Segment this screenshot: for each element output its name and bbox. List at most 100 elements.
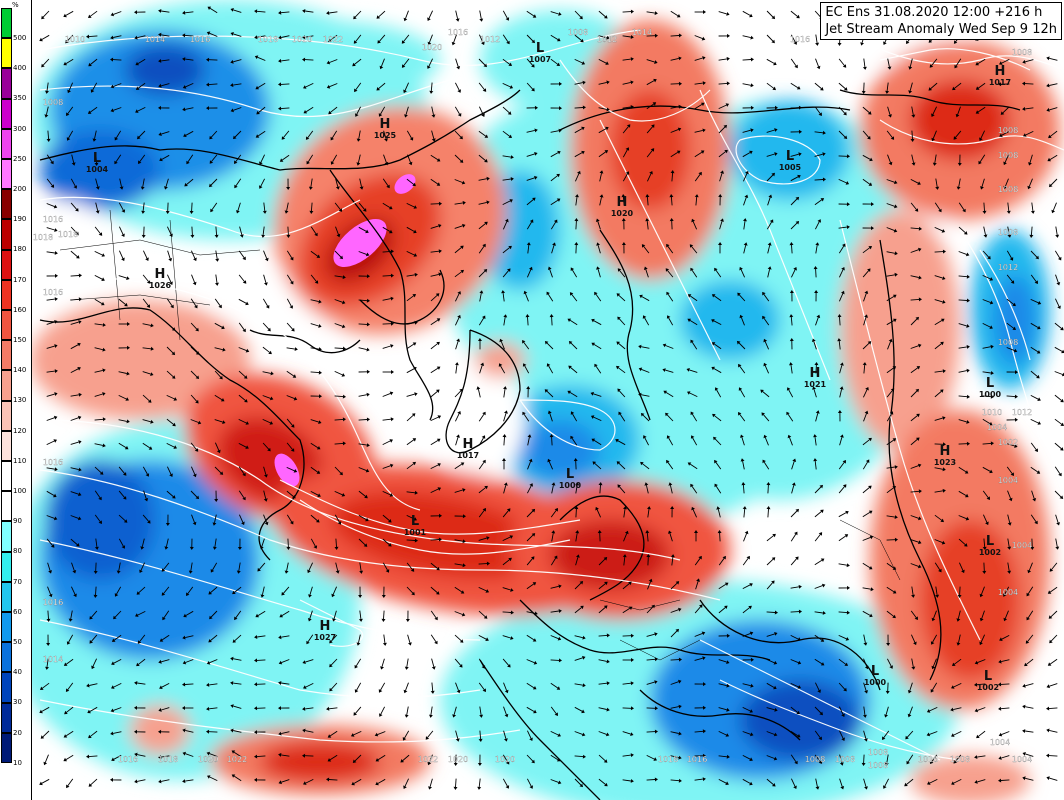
- legend-swatch: [1, 219, 12, 250]
- isobar-label: 1012: [998, 263, 1018, 272]
- legend-tick: 30: [13, 698, 22, 707]
- legend-tick: 100: [13, 487, 27, 495]
- legend-swatch: [1, 400, 12, 431]
- legend-swatch: [1, 491, 12, 522]
- pressure-center-symbol: H: [155, 267, 166, 282]
- legend-tick: 200: [13, 185, 27, 193]
- isobar-label: 1010: [65, 35, 85, 44]
- isobar-label: 1004: [998, 588, 1018, 597]
- pressure-center-symbol: H: [463, 437, 474, 452]
- isobar-label: 1016: [448, 28, 468, 37]
- wind-arrows: [39, 6, 1064, 790]
- legend-swatch: [1, 38, 12, 69]
- pressure-center-value: 1002: [977, 683, 999, 692]
- legend-swatch: [1, 370, 12, 401]
- legend-swatch: [1, 732, 12, 763]
- pressure-center-symbol: H: [380, 117, 391, 132]
- pressure-center-value: 1000: [864, 678, 887, 687]
- coastlines: [39, 89, 1021, 800]
- isobar-label: 1012: [1012, 408, 1032, 417]
- pressure-center-symbol: H: [995, 64, 1006, 79]
- pressure-center-symbol: H: [940, 444, 951, 459]
- isobar-label: 1008: [868, 761, 888, 770]
- legend-swatch: [1, 612, 12, 643]
- pressure-center-symbol: L: [986, 534, 994, 549]
- legend-swatch: [1, 642, 12, 673]
- legend-swatch: [1, 159, 12, 190]
- isobar-label: 1018: [33, 233, 53, 242]
- isobar-label: 1008: [868, 748, 888, 757]
- isobar-label: 1012: [480, 35, 500, 44]
- isobar-label: 1016: [190, 35, 210, 44]
- isobar-label: 1004: [1012, 541, 1032, 550]
- legend-swatch: [1, 310, 12, 341]
- isobar-label: 1004: [990, 738, 1010, 747]
- pressure-center-value: 1007: [529, 55, 551, 64]
- map-title-box: EC Ens 31.08.2020 12:00 +216 h Jet Strea…: [820, 2, 1062, 40]
- isobar-label: 1016: [43, 288, 63, 297]
- isobar-label: 1008: [998, 338, 1018, 347]
- pressure-center-value: 1017: [457, 451, 479, 460]
- pressure-center-symbol: L: [786, 149, 794, 164]
- isobar-label: 1016: [43, 598, 63, 607]
- isobar-label: 1008: [998, 228, 1018, 237]
- legend-swatch: [1, 551, 12, 582]
- legend-tick: 160: [13, 305, 27, 314]
- isobar-labels: 1010 1014 1016 1018 1020 1022 1020 1016 1012 1008…: [33, 28, 1033, 770]
- pressure-center-value: 1017: [989, 78, 1011, 87]
- pressure-center-symbol: L: [536, 41, 544, 56]
- pressure-center-value: 1001: [404, 528, 427, 537]
- pressure-center-value: 1005: [779, 163, 802, 172]
- isobar-label: 1016: [43, 215, 63, 224]
- legend-unit: %: [12, 1, 19, 9]
- legend-swatch: [1, 521, 12, 552]
- isobar-label: 1008: [805, 755, 825, 764]
- map-title-line1: EC Ens 31.08.2020 12:00 +216 h: [825, 5, 1043, 20]
- legend-swatch: [1, 279, 12, 310]
- isobar-label: 1020: [495, 755, 515, 764]
- isobar-label: 1016: [687, 755, 707, 764]
- pressure-center-value: 1000: [979, 390, 1002, 399]
- legend-tick: 90: [13, 517, 22, 526]
- legend-tick: 300: [13, 124, 27, 133]
- pressure-center-symbol: L: [871, 664, 879, 679]
- legend-tick: 350: [13, 94, 27, 103]
- jet-stream-anomaly-map: H1025L1004H1026H1020L1005H1021H1017L1000…: [32, 0, 1064, 800]
- legend-swatch: [1, 430, 12, 461]
- borders: [59, 209, 901, 661]
- legend-tick: 400: [13, 64, 27, 73]
- pressure-center-symbol: L: [411, 514, 419, 529]
- legend-tick: 150: [13, 336, 27, 344]
- pressure-center-value: 1025: [374, 131, 397, 140]
- isobar-label: 1008: [1012, 48, 1032, 57]
- isobar-label: 1016: [790, 35, 810, 44]
- isobar-label: 1018: [58, 230, 78, 239]
- pressure-center-symbol: H: [320, 619, 331, 634]
- isobar-label: 1018: [258, 35, 278, 44]
- isobar-label: 1008: [835, 755, 855, 764]
- legend-swatch: [1, 672, 12, 703]
- legend-tick: 20: [13, 728, 22, 737]
- legend-tick: 50: [13, 638, 22, 646]
- isobar-label: 1010: [982, 408, 1002, 417]
- pressure-center-value: 1002: [979, 548, 1001, 557]
- isobar-label: 1008: [950, 755, 970, 764]
- isobar-label: 1020: [448, 755, 468, 764]
- legend-tick: 60: [13, 607, 22, 616]
- isobar-label: 1020: [292, 35, 312, 44]
- pressure-center-value: 1020: [611, 209, 634, 218]
- isobar-label: 1016: [43, 458, 63, 467]
- anomaly-shading: [32, 0, 1060, 800]
- isobar-label: 1002: [998, 438, 1018, 447]
- isobar-label: 1022: [418, 755, 438, 764]
- isobar-label: 1008: [998, 151, 1018, 160]
- legend-tick: 120: [13, 426, 27, 435]
- pressure-center-value: 1004: [86, 165, 109, 174]
- pressure-center-value: 1000: [559, 481, 582, 490]
- legend-tick: 40: [13, 668, 22, 677]
- legend-swatch: [1, 702, 12, 733]
- isobar-label: 1008: [998, 185, 1018, 194]
- isobar-label: 1022: [323, 35, 343, 44]
- isobar-label: 1016: [918, 755, 938, 764]
- isobars: [39, 29, 1064, 761]
